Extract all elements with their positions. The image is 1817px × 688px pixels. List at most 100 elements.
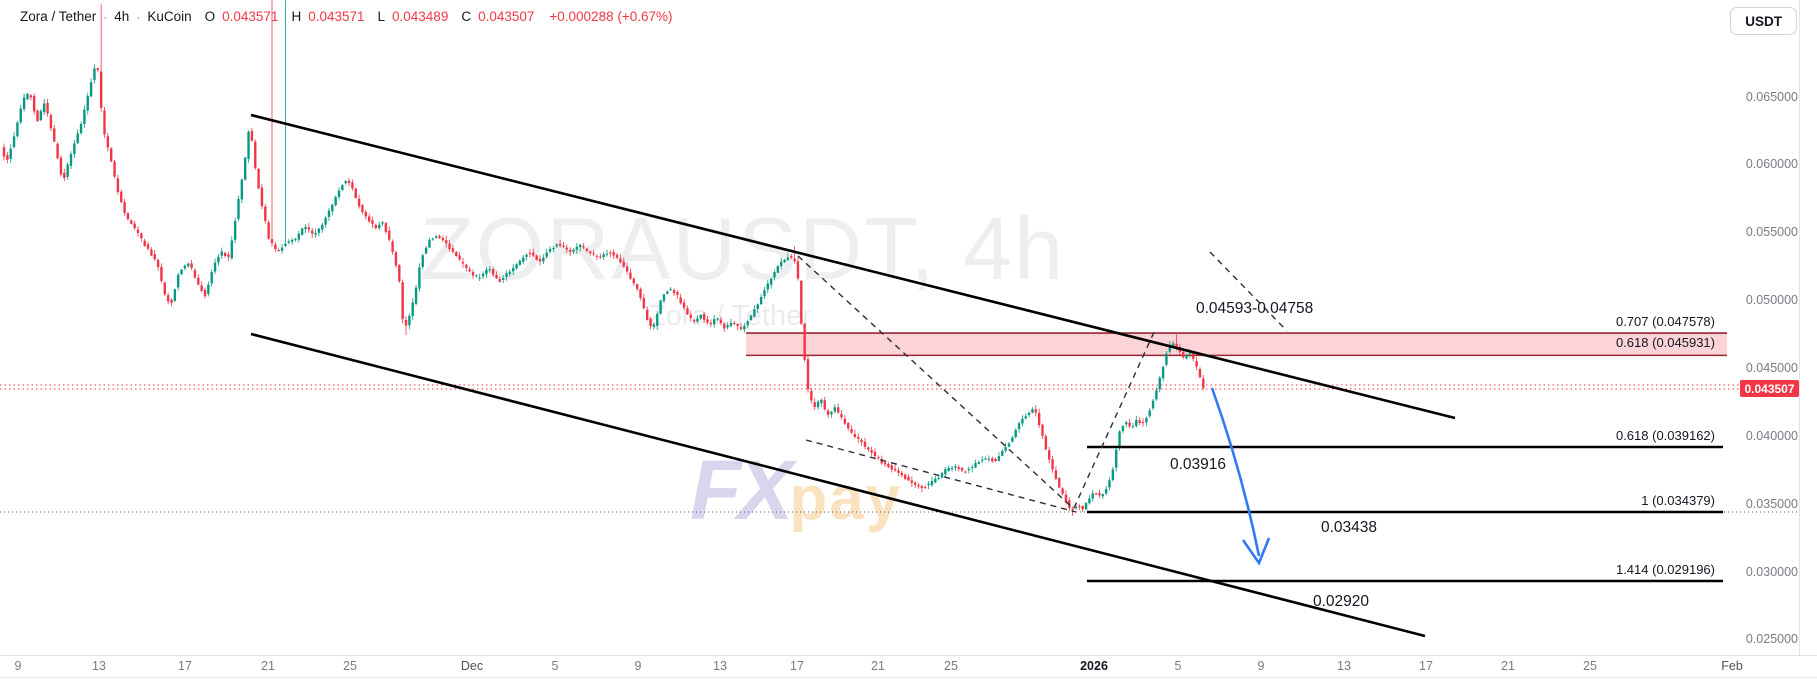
candle-body-up	[501, 277, 505, 280]
candle-body-up	[1161, 366, 1165, 379]
candle-body-up	[934, 478, 937, 483]
candle-body-down	[568, 250, 572, 252]
candle-body-up	[572, 249, 575, 252]
candle-body-down	[136, 229, 140, 233]
candle-body-up	[515, 264, 518, 269]
candle-body-up	[1101, 494, 1104, 497]
candle-body-up	[240, 179, 244, 200]
candle-body-down	[853, 433, 857, 438]
candle-body-down	[1071, 508, 1074, 510]
candle-body-up	[525, 254, 528, 257]
candle-body-down	[800, 280, 803, 324]
price-axis-label: 0.055000	[1745, 225, 1798, 240]
candle-body-down	[96, 68, 99, 70]
time-axis-label: 17	[790, 659, 804, 673]
candle-body-up	[518, 260, 522, 265]
time-axis-label: 9	[1257, 659, 1265, 673]
candle-body-up	[954, 466, 957, 468]
candle-body-up	[233, 221, 237, 240]
candle-body-down	[1098, 493, 1101, 496]
candle-body-up	[726, 325, 729, 328]
time-axis-label: 21	[1501, 659, 1515, 673]
time-axis-label: 25	[343, 659, 357, 673]
dashed-projection-line	[805, 439, 1077, 513]
candle-body-up	[729, 322, 733, 326]
candle-body-up	[481, 273, 485, 277]
price-axis-label: 0.025000	[1745, 632, 1798, 647]
candle-body-down	[46, 102, 49, 114]
candle-body-down	[991, 458, 994, 462]
candle-body-down	[629, 272, 632, 279]
candle-body-down	[1128, 422, 1131, 427]
candle-body-down	[270, 238, 274, 244]
candle-body-down	[532, 252, 535, 256]
candle-body-down	[441, 238, 445, 241]
candle-body-down	[59, 157, 63, 175]
candle-body-up	[284, 243, 287, 246]
fib-level-label: 1 (0.034379)	[1641, 493, 1715, 508]
candle-body-down	[689, 314, 692, 318]
candle-body-up	[522, 257, 525, 262]
candle-body-up	[213, 262, 217, 272]
candle-body-up	[1091, 493, 1094, 499]
candle-body-up	[177, 274, 180, 288]
candle-body-down	[528, 252, 532, 255]
current-price-badge: 0.043507	[1740, 380, 1799, 397]
candle-body-up	[776, 266, 780, 273]
candle-body-down	[491, 268, 495, 275]
candle-body-down	[565, 247, 568, 250]
candle-body-down	[451, 248, 455, 252]
candle-body-down	[803, 323, 806, 360]
candle-body-down	[6, 155, 9, 160]
candle-body-up	[337, 190, 341, 198]
candle-body-down	[193, 270, 197, 278]
candle-body-up	[967, 468, 970, 470]
candle-body-down	[203, 290, 207, 297]
candle-body-down	[860, 439, 863, 443]
candle-body-up	[331, 204, 334, 212]
candle-body-up	[659, 300, 662, 314]
candle-body-down	[347, 180, 351, 183]
candle-body-down	[840, 413, 843, 418]
candle-body-up	[749, 315, 753, 321]
candle-body-up	[39, 111, 43, 121]
candle-body-down	[649, 318, 652, 327]
time-axis-label: 5	[551, 659, 559, 673]
candle-body-down	[445, 240, 448, 244]
candle-body-up	[1021, 418, 1024, 424]
candle-body-up	[666, 291, 669, 294]
candle-body-up	[548, 248, 552, 252]
candle-body-up	[1131, 426, 1135, 428]
candle-body-down	[994, 458, 997, 462]
candle-body-up	[1074, 507, 1078, 509]
candle-body-up	[475, 275, 478, 277]
candle-body-down	[1078, 506, 1081, 508]
currency-toggle-button[interactable]: USDT	[1730, 7, 1797, 35]
candle-body-up	[545, 252, 548, 257]
candle-body-up	[997, 456, 1001, 461]
symbol-name[interactable]: Zora / Tether	[20, 9, 97, 24]
candle-body-down	[639, 289, 642, 298]
candle-body-up	[947, 467, 950, 472]
candlestick-chart[interactable]	[0, 0, 1817, 655]
candle-body-down	[692, 320, 696, 322]
candle-body-down	[625, 266, 629, 272]
candle-body-down	[227, 254, 230, 257]
candle-body-down	[622, 261, 625, 267]
candle-body-down	[461, 261, 465, 264]
candle-body-down	[877, 457, 880, 459]
candle-body-up	[488, 269, 491, 271]
candle-body-down	[887, 463, 890, 467]
candle-body-down	[615, 254, 619, 258]
candle-body-up	[341, 185, 344, 191]
candle-body-down	[354, 188, 357, 199]
candle-body-up	[294, 238, 297, 240]
candle-body-down	[401, 282, 404, 320]
candle-body-down	[1175, 343, 1178, 347]
candle-body-up	[579, 244, 582, 248]
candle-body-down	[150, 249, 153, 256]
candle-body-up	[656, 313, 659, 326]
timeframe-label[interactable]: 4h	[114, 9, 130, 24]
candle-body-up	[1027, 412, 1031, 415]
